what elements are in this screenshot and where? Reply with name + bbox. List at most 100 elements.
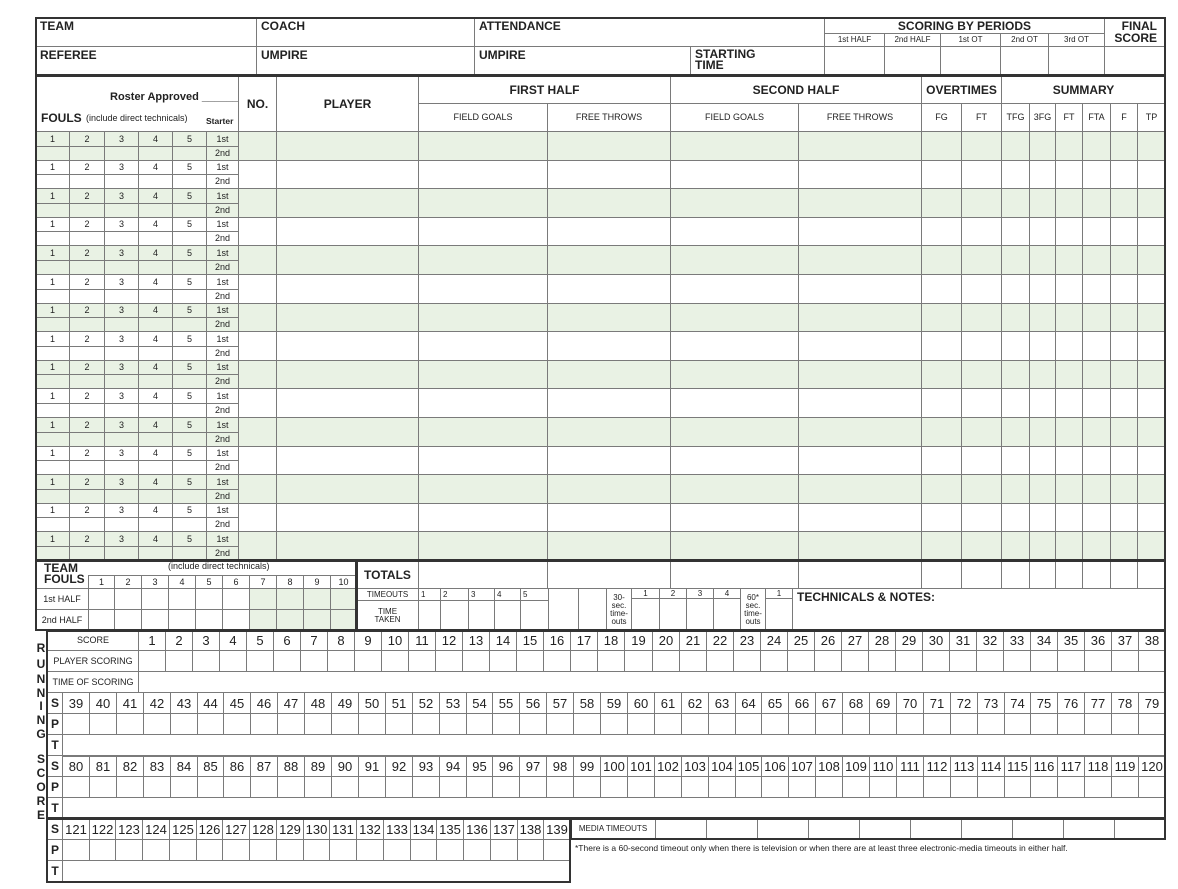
- player-scoring-input[interactable]: [1030, 650, 1058, 672]
- score-number[interactable]: 121: [62, 818, 90, 840]
- player-scoring-input[interactable]: [62, 839, 90, 861]
- time-of-scoring-input[interactable]: [62, 860, 571, 883]
- player-scoring-input[interactable]: [543, 650, 571, 672]
- foul-box[interactable]: 4: [138, 188, 173, 204]
- player-scoring-input[interactable]: [923, 776, 951, 798]
- stat-input[interactable]: [921, 360, 962, 389]
- player-scoring-input[interactable]: [354, 650, 382, 672]
- starter-1st[interactable]: 1st: [206, 331, 239, 347]
- stat-input[interactable]: [961, 131, 1002, 161]
- player-scoring-input[interactable]: [492, 713, 520, 735]
- foul-box[interactable]: [104, 317, 139, 332]
- player-scoring-input[interactable]: [1111, 713, 1139, 735]
- player-scoring-input[interactable]: [116, 713, 144, 735]
- stat-input[interactable]: [1082, 360, 1111, 389]
- foul-box[interactable]: [138, 403, 173, 418]
- score-number[interactable]: 22: [706, 630, 734, 651]
- player-scoring-input[interactable]: [381, 650, 409, 672]
- starter-2nd[interactable]: 2nd: [206, 460, 239, 475]
- foul-box[interactable]: 3: [104, 417, 139, 433]
- foul-box[interactable]: [69, 260, 105, 275]
- score-number[interactable]: 125: [169, 818, 197, 840]
- foul-box[interactable]: [35, 489, 70, 504]
- player-scoring-input[interactable]: [896, 713, 924, 735]
- foul-box[interactable]: 2: [69, 245, 105, 261]
- stat-input[interactable]: [1082, 446, 1111, 475]
- player-scoring-input[interactable]: [169, 839, 197, 861]
- foul-box[interactable]: [35, 231, 70, 246]
- foul-box[interactable]: [172, 146, 207, 161]
- foul-box[interactable]: 4: [138, 274, 173, 290]
- foul-box[interactable]: 3: [104, 531, 139, 547]
- foul-box[interactable]: [69, 546, 105, 561]
- stat-input[interactable]: [1001, 331, 1030, 361]
- foul-box[interactable]: 4: [138, 474, 173, 490]
- stat-input[interactable]: [961, 274, 1002, 304]
- stat-input[interactable]: [670, 274, 799, 304]
- foul-box[interactable]: 2: [69, 388, 105, 404]
- timeout-blank[interactable]: [548, 588, 579, 631]
- score-number[interactable]: 16: [543, 630, 571, 651]
- player-scoring-input[interactable]: [276, 839, 304, 861]
- stat-input[interactable]: [798, 245, 922, 275]
- foul-box[interactable]: 3: [104, 245, 139, 261]
- stat-input[interactable]: [1055, 131, 1083, 161]
- foul-box[interactable]: [35, 546, 70, 561]
- score-number[interactable]: 105: [735, 755, 762, 777]
- score-number[interactable]: 82: [116, 755, 144, 777]
- stat-input[interactable]: [670, 417, 799, 447]
- player-scoring-input[interactable]: [949, 650, 977, 672]
- player-name-input[interactable]: [276, 160, 419, 189]
- team-foul-box[interactable]: [195, 588, 223, 610]
- foul-box[interactable]: 3: [104, 131, 139, 147]
- foul-box[interactable]: 3: [104, 274, 139, 290]
- player-scoring-input[interactable]: [735, 713, 762, 735]
- player-scoring-input[interactable]: [383, 839, 411, 861]
- player-scoring-input[interactable]: [1084, 713, 1112, 735]
- foul-box[interactable]: 4: [138, 131, 173, 147]
- player-scoring-input[interactable]: [1084, 776, 1112, 798]
- score-number[interactable]: 114: [977, 755, 1005, 777]
- score-number[interactable]: 5: [246, 630, 274, 651]
- stat-input[interactable]: [798, 303, 922, 332]
- player-scoring-input[interactable]: [222, 839, 250, 861]
- foul-box[interactable]: [69, 317, 105, 332]
- stat-input[interactable]: [547, 217, 671, 246]
- score-number[interactable]: 20: [652, 630, 680, 651]
- stat-input[interactable]: [798, 131, 922, 161]
- stat-input[interactable]: [1055, 303, 1083, 332]
- foul-box[interactable]: 2: [69, 303, 105, 318]
- stat-input[interactable]: [1137, 503, 1166, 532]
- final-score-input[interactable]: [1104, 46, 1166, 76]
- score-number[interactable]: 44: [197, 692, 224, 714]
- starter-1st[interactable]: 1st: [206, 503, 239, 518]
- time-of-scoring-input[interactable]: [138, 671, 1166, 693]
- stat-input[interactable]: [921, 331, 962, 361]
- foul-box[interactable]: [35, 460, 70, 475]
- player-name-input[interactable]: [276, 474, 419, 504]
- player-scoring-input[interactable]: [1057, 650, 1085, 672]
- score-number[interactable]: 123: [115, 818, 143, 840]
- period-score-input[interactable]: [884, 46, 941, 76]
- media-timeout-input[interactable]: [859, 818, 911, 840]
- player-no-input[interactable]: [238, 160, 277, 189]
- player-scoring-input[interactable]: [277, 776, 305, 798]
- foul-box[interactable]: [69, 460, 105, 475]
- player-scoring-input[interactable]: [1030, 713, 1058, 735]
- stat-input[interactable]: [921, 303, 962, 332]
- team-foul-box[interactable]: [114, 588, 142, 610]
- team-foul-box[interactable]: [195, 609, 223, 631]
- foul-box[interactable]: 3: [104, 360, 139, 375]
- stat-input[interactable]: [1001, 388, 1030, 418]
- foul-box[interactable]: 5: [172, 474, 207, 490]
- player-scoring-input[interactable]: [1003, 650, 1031, 672]
- stat-input[interactable]: [670, 446, 799, 475]
- foul-box[interactable]: 3: [104, 446, 139, 461]
- player-scoring-input[interactable]: [62, 713, 90, 735]
- stat-input[interactable]: [1110, 417, 1138, 447]
- player-scoring-input[interactable]: [435, 650, 463, 672]
- total-input[interactable]: [670, 560, 799, 589]
- stat-input[interactable]: [1029, 131, 1056, 161]
- stat-input[interactable]: [1029, 331, 1056, 361]
- score-number[interactable]: 63: [708, 692, 736, 714]
